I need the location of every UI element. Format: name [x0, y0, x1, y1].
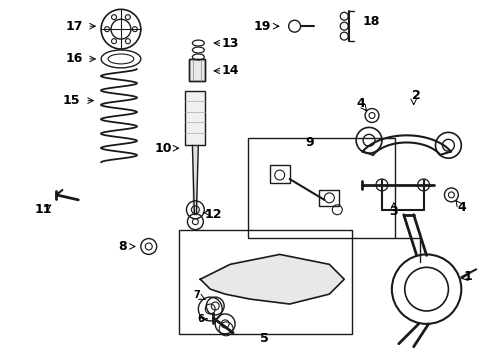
Text: 13: 13: [221, 37, 238, 50]
Polygon shape: [200, 255, 344, 304]
Text: 6: 6: [197, 314, 203, 324]
Text: 2: 2: [411, 89, 420, 102]
Bar: [247, 138, 394, 238]
Text: 8: 8: [119, 240, 127, 253]
Bar: [189, 59, 205, 81]
Text: 19: 19: [253, 20, 270, 33]
Text: 1: 1: [463, 270, 472, 283]
Text: 4: 4: [356, 97, 365, 110]
Text: 15: 15: [62, 94, 80, 107]
Text: 18: 18: [362, 15, 379, 28]
Bar: [269, 165, 289, 183]
Text: 11: 11: [35, 203, 52, 216]
Text: 3: 3: [389, 205, 397, 218]
Polygon shape: [185, 91, 205, 145]
Text: 14: 14: [221, 64, 238, 77]
Text: 9: 9: [305, 136, 313, 149]
Text: 5: 5: [260, 332, 269, 345]
Text: 17: 17: [65, 20, 83, 33]
Text: 12: 12: [204, 208, 222, 221]
Bar: [178, 230, 351, 334]
Text: 7: 7: [193, 290, 199, 300]
Text: 10: 10: [155, 142, 172, 155]
Text: 16: 16: [65, 53, 83, 66]
Bar: [319, 190, 339, 206]
Bar: [189, 59, 205, 81]
Text: 4: 4: [456, 201, 465, 214]
